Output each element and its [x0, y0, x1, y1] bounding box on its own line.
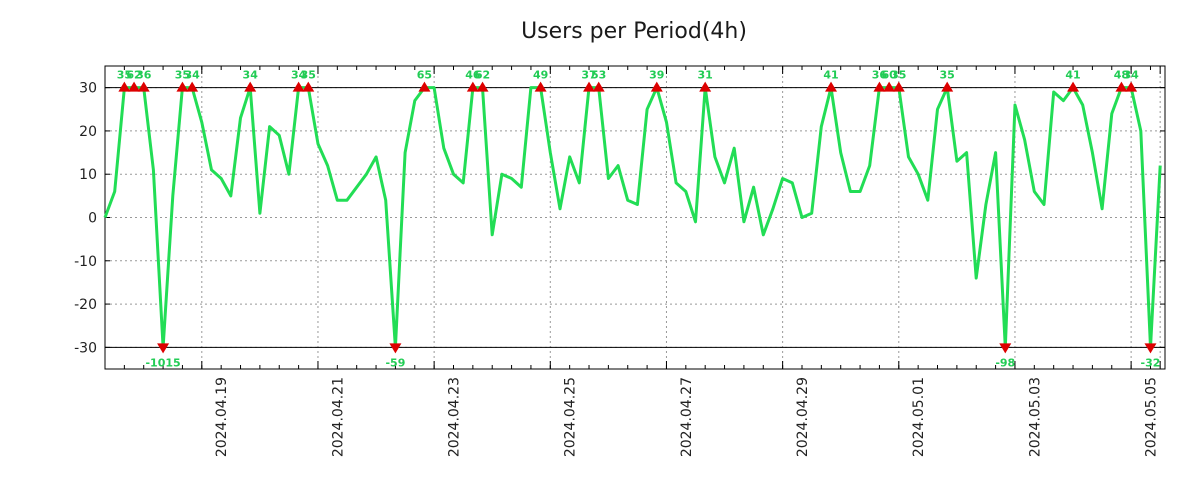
clip-marker-down	[389, 343, 402, 354]
clip-marker-up	[873, 81, 886, 92]
chart-title: Users per Period(4h)	[521, 19, 747, 44]
point-label: 46	[465, 69, 481, 82]
point-label: 39	[649, 69, 664, 82]
clip-marker-down	[1144, 343, 1157, 354]
point-label: 62	[126, 69, 141, 82]
point-label: 35	[117, 69, 132, 82]
point-label: 35	[175, 69, 190, 82]
clip-marker-up	[825, 81, 838, 92]
point-label: 34	[243, 69, 259, 82]
point-label: 34	[184, 69, 200, 82]
series-layer	[103, 86, 1162, 349]
point-label: 60	[881, 69, 897, 82]
point-label: -59	[385, 356, 405, 369]
point-label: 48	[1114, 69, 1129, 82]
y-tick-label: 0	[88, 211, 97, 227]
point-label: 34	[291, 69, 307, 82]
clip-marker-up	[892, 81, 905, 92]
clip-marker-up	[476, 81, 489, 92]
y-tick-label: 10	[79, 167, 97, 183]
point-label: 35	[891, 69, 906, 82]
point-label: 34	[1123, 69, 1139, 82]
clip-marker-up	[118, 81, 131, 92]
clip-marker-up	[583, 81, 596, 92]
y-tick-label: -10	[74, 254, 97, 270]
clip-marker-up	[292, 81, 305, 92]
clip-marker-up	[883, 81, 896, 92]
x-tick-label: 2024.04.27	[679, 377, 695, 457]
clip-marker-up	[302, 81, 315, 92]
reference-lines	[105, 87, 1165, 348]
point-label: 35	[940, 69, 955, 82]
x-tick-label: 2024.04.19	[214, 377, 230, 457]
clip-marker-up	[699, 81, 712, 92]
point-label: 36	[872, 69, 888, 82]
point-label: 31	[698, 69, 713, 82]
x-axis: 2024.04.19 2024.04.21 2024.04.23 2024.04.25…	[104, 66, 1161, 457]
x-tick-label: 2024.05.03	[1027, 377, 1043, 457]
clip-marker-down	[157, 343, 170, 354]
clip-marker-up	[1067, 81, 1080, 92]
point-label: 41	[823, 69, 838, 82]
point-label: 41	[1065, 69, 1080, 82]
y-axis: -30 -20 -10 0 10 20 30	[74, 81, 1165, 356]
x-tick-label: 2024.04.25	[563, 377, 579, 457]
point-label: 62	[475, 69, 490, 82]
clip-marker-up	[186, 81, 199, 92]
y-tick-label: -20	[74, 297, 97, 313]
point-label: 65	[417, 69, 432, 82]
point-label: -98	[995, 356, 1015, 369]
point-label: -32	[1141, 356, 1161, 369]
y-tick-label: 30	[79, 81, 97, 97]
clip-marker-up	[176, 81, 189, 92]
y-tick-label: -30	[74, 340, 97, 356]
series-line-users	[103, 86, 1162, 349]
clip-marker-up	[1115, 81, 1128, 92]
point-label: 37	[581, 69, 596, 82]
x-tick-label: 2024.05.05	[1143, 377, 1159, 457]
clip-marker-up	[466, 81, 479, 92]
clip-marker-up	[941, 81, 954, 92]
x-tick-label: 2024.04.23	[446, 377, 462, 457]
clip-marker-up	[128, 81, 141, 92]
clip-marker-up	[137, 81, 150, 92]
clip-marker-up	[418, 81, 431, 92]
point-label: 36	[136, 69, 152, 82]
clip-marker-up	[650, 81, 663, 92]
x-tick-label: 2024.05.01	[911, 377, 927, 457]
clip-marker-up	[534, 81, 547, 92]
point-label: 53	[591, 69, 606, 82]
clip-marker-up	[592, 81, 605, 92]
point-label: -1015	[145, 356, 180, 369]
point-label: 35	[301, 69, 316, 82]
point-label: 49	[533, 69, 548, 82]
clip-marker-up	[1125, 81, 1138, 92]
clip-marker-up	[244, 81, 257, 92]
y-tick-label: 20	[79, 124, 97, 140]
clip-marker-down	[999, 343, 1012, 354]
x-tick-label: 2024.04.29	[795, 377, 811, 457]
x-tick-label: 2024.04.21	[330, 377, 346, 457]
